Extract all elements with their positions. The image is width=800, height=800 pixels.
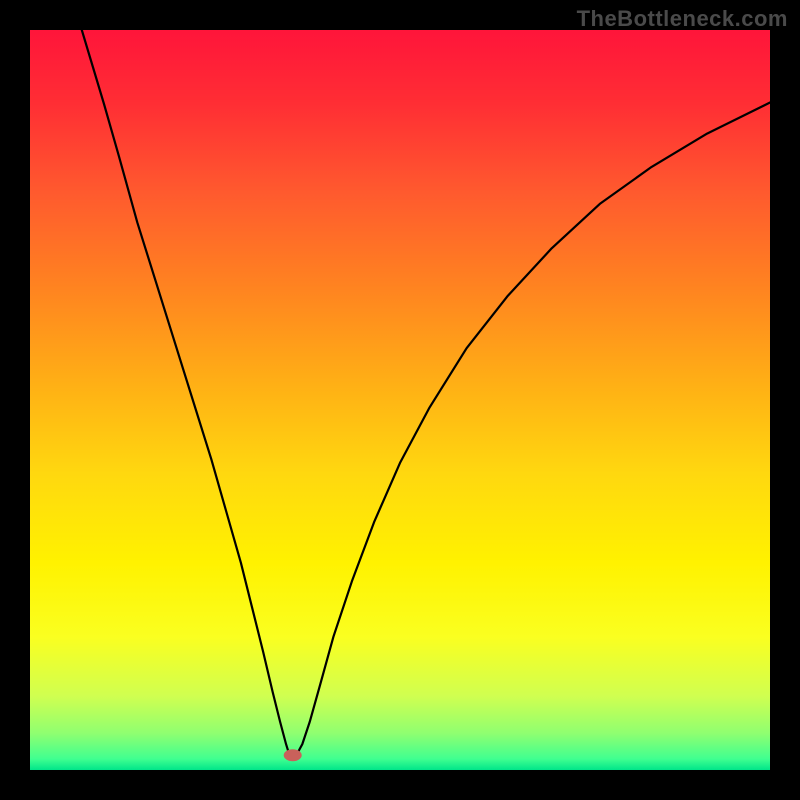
watermark-text: TheBottleneck.com xyxy=(577,6,788,32)
minimum-marker xyxy=(284,749,302,761)
plot-area xyxy=(30,30,770,770)
bottleneck-curve xyxy=(30,30,770,770)
chart-container: TheBottleneck.com xyxy=(0,0,800,800)
